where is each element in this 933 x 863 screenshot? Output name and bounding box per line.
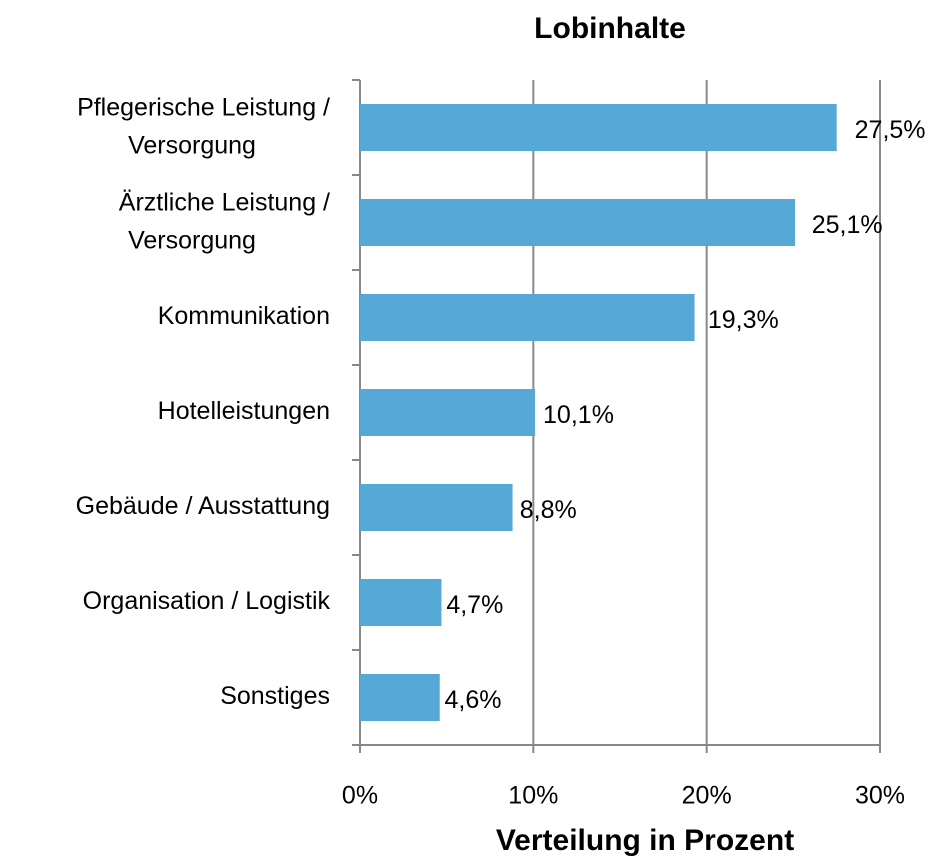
x-tick-label: 0% bbox=[342, 782, 378, 810]
x-tick-label: 10% bbox=[508, 782, 558, 810]
data-label: 4,7% bbox=[446, 591, 503, 619]
data-label: 10,1% bbox=[543, 401, 614, 429]
data-label: 4,6% bbox=[445, 686, 502, 714]
bar bbox=[360, 484, 513, 531]
y-tick-label: Ärztliche Leistung / Versorgung bbox=[119, 188, 330, 254]
x-tick-label: 20% bbox=[682, 782, 732, 810]
bar bbox=[360, 579, 442, 626]
data-label: 8,8% bbox=[520, 496, 577, 524]
data-label: 25,1% bbox=[812, 211, 883, 239]
bar bbox=[360, 199, 796, 246]
y-tick-label: Hotelleistungen bbox=[158, 397, 330, 425]
bar bbox=[360, 674, 440, 721]
x-axis-label: Verteilung in Prozent bbox=[496, 824, 794, 857]
y-tick-label: Gebäude / Ausstattung bbox=[76, 492, 330, 520]
y-tick-label: Pflegerische Leistung / Versorgung bbox=[77, 93, 330, 159]
bar bbox=[360, 294, 695, 341]
y-tick-label: Organisation / Logistik bbox=[83, 587, 331, 615]
bar bbox=[360, 104, 837, 151]
data-label: 19,3% bbox=[708, 306, 779, 334]
data-label: 27,5% bbox=[855, 116, 926, 144]
x-tick-label: 30% bbox=[855, 782, 905, 810]
bar bbox=[360, 389, 536, 436]
y-tick-label: Sonstiges bbox=[220, 682, 330, 710]
y-tick-label: Kommunikation bbox=[158, 302, 330, 330]
chart-title: Lobinhalte bbox=[534, 12, 686, 45]
